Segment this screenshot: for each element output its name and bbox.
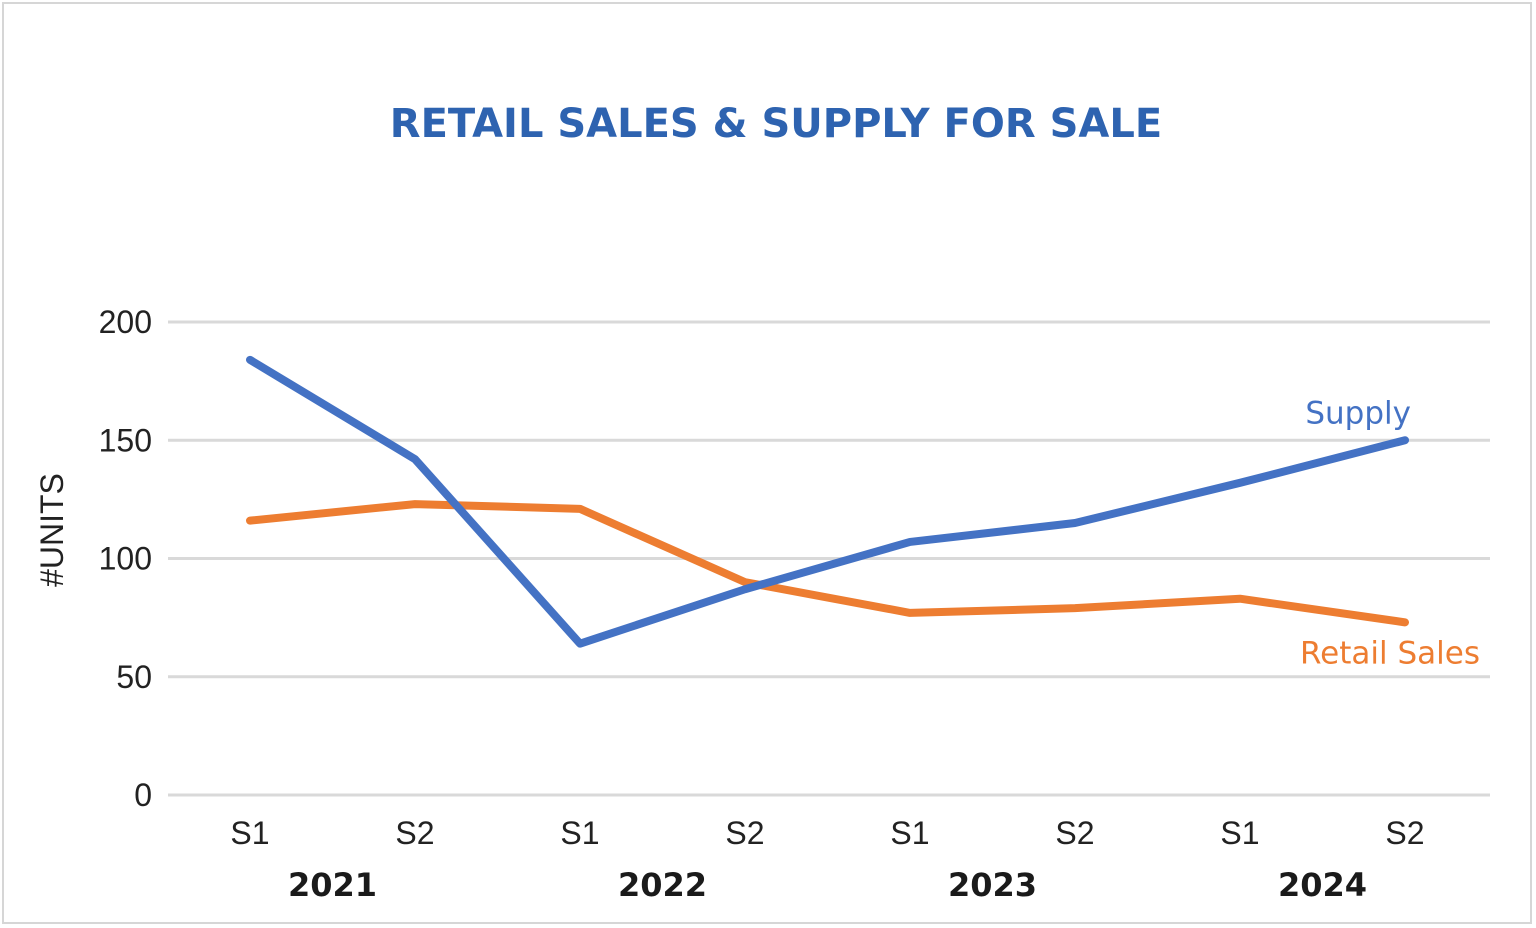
x-group-label: 2023 <box>948 866 1037 904</box>
x-tick-label: S1 <box>1220 815 1259 851</box>
x-tick-label: S1 <box>890 815 929 851</box>
x-tick-label: S2 <box>1385 815 1424 851</box>
y-tick-label: 150 <box>99 422 152 458</box>
x-tick-labels: S1 S2 S1 S2 S1 S2 S1 S2 <box>230 815 1424 851</box>
x-group-label: 2021 <box>288 866 377 904</box>
x-tick-label: S1 <box>230 815 269 851</box>
y-axis-label: #UNITS <box>34 473 70 587</box>
y-tick-label: 200 <box>99 304 152 340</box>
gridlines <box>168 320 1490 797</box>
y-tick-labels: 0 50 100 150 200 <box>99 304 152 813</box>
chart-title: RETAIL SALES & SUPPLY FOR SALE <box>390 101 1162 147</box>
x-group-label: 2024 <box>1278 866 1367 904</box>
series-label-retail-sales: Retail Sales <box>1300 635 1480 671</box>
series-line-supply <box>246 355 1409 648</box>
x-group-labels: 2021 2022 2023 2024 <box>288 866 1367 904</box>
x-tick-label: S2 <box>395 815 434 851</box>
y-tick-label: 50 <box>116 659 152 695</box>
series-label-supply: Supply <box>1305 395 1411 431</box>
x-group-label: 2022 <box>618 866 707 904</box>
x-tick-label: S2 <box>725 815 764 851</box>
y-tick-label: 0 <box>134 777 152 813</box>
series-lines <box>246 355 1409 648</box>
y-tick-label: 100 <box>99 541 152 577</box>
x-tick-label: S1 <box>560 815 599 851</box>
x-tick-label: S2 <box>1055 815 1094 851</box>
series-line-retail-sales <box>246 500 1409 627</box>
series-labels: Supply Retail Sales <box>1300 395 1480 671</box>
